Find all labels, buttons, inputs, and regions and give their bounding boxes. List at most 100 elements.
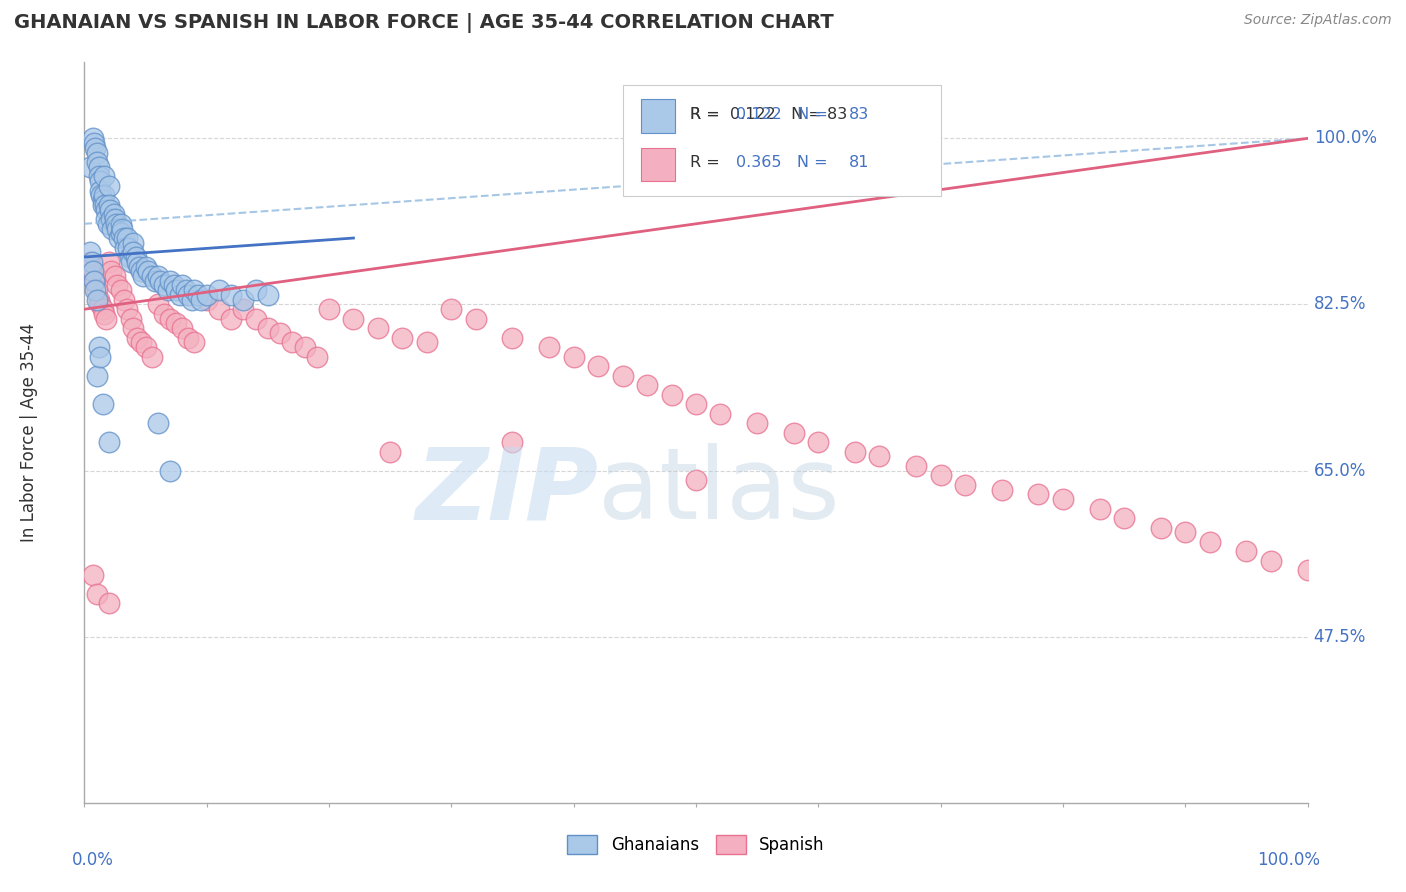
Point <box>90 188 112 202</box>
Point <box>91 302 114 317</box>
Text: 65.0%: 65.0% <box>1313 461 1367 480</box>
Point <box>79 254 101 268</box>
Point <box>391 331 413 345</box>
Point <box>117 240 139 254</box>
Point <box>416 335 439 350</box>
Point <box>195 293 218 307</box>
Point <box>1028 487 1050 501</box>
Point <box>177 288 200 302</box>
Point <box>1088 501 1111 516</box>
Point <box>86 283 108 297</box>
Point <box>89 184 111 198</box>
Point <box>125 331 148 345</box>
Point <box>120 254 142 268</box>
Point <box>83 274 105 288</box>
Point <box>84 283 107 297</box>
Point <box>190 293 212 307</box>
Point <box>84 141 107 155</box>
Text: 82.5%: 82.5% <box>1313 295 1367 313</box>
Bar <box>641 99 675 133</box>
Point <box>86 368 108 383</box>
Point <box>159 311 181 326</box>
Point <box>80 254 103 268</box>
Point <box>232 302 254 317</box>
Point <box>464 311 486 326</box>
Point <box>105 217 128 231</box>
Point <box>844 444 866 458</box>
Point <box>257 321 280 335</box>
Point <box>132 268 155 283</box>
Point <box>86 155 108 169</box>
Point <box>440 302 463 317</box>
Point <box>502 331 524 345</box>
Point <box>146 416 169 430</box>
Text: 83: 83 <box>849 107 869 122</box>
Point <box>783 425 806 440</box>
Point <box>245 311 267 326</box>
Point <box>1150 520 1173 534</box>
Point <box>183 335 205 350</box>
Point <box>257 288 280 302</box>
FancyBboxPatch shape <box>623 85 941 195</box>
Point <box>87 293 110 307</box>
Point <box>538 340 561 354</box>
Text: atlas: atlas <box>598 443 839 541</box>
Point <box>172 278 194 293</box>
Point <box>685 473 707 487</box>
Text: 0.122   N =: 0.122 N = <box>737 107 834 122</box>
Point <box>208 283 231 297</box>
Point <box>219 311 242 326</box>
Point <box>79 245 101 260</box>
Point <box>103 207 125 221</box>
Point <box>110 283 132 297</box>
Point <box>135 260 157 274</box>
Point <box>82 264 104 278</box>
Text: In Labor Force | Age 35-44: In Labor Force | Age 35-44 <box>20 323 38 542</box>
Bar <box>641 147 675 181</box>
Point <box>96 212 118 227</box>
Point <box>612 368 634 383</box>
Point <box>1198 534 1220 549</box>
Point <box>991 483 1014 497</box>
Point <box>115 302 138 317</box>
Point <box>143 274 166 288</box>
Point <box>156 283 179 297</box>
Point <box>112 231 135 245</box>
Point <box>86 293 108 307</box>
Point <box>953 478 976 492</box>
Legend: Ghanaians, Spanish: Ghanaians, Spanish <box>561 829 831 861</box>
Point <box>1114 511 1136 525</box>
Point <box>165 283 187 297</box>
Point <box>110 217 132 231</box>
Point <box>269 326 291 340</box>
Point <box>91 193 114 207</box>
Point <box>104 268 127 283</box>
Point <box>100 212 122 227</box>
Point <box>174 283 197 297</box>
Point <box>159 464 181 478</box>
Text: 0.365   N =: 0.365 N = <box>737 155 834 169</box>
Point <box>685 397 707 411</box>
Point <box>165 317 187 331</box>
Point <box>586 359 609 374</box>
Point <box>305 350 328 364</box>
Point <box>367 321 389 335</box>
Point <box>153 278 176 293</box>
Point <box>107 231 129 245</box>
Point <box>153 307 176 321</box>
Point <box>141 268 163 283</box>
Point <box>1174 525 1197 540</box>
Text: Source: ZipAtlas.com: Source: ZipAtlas.com <box>1244 13 1392 28</box>
Point <box>905 458 928 473</box>
Point <box>122 235 145 250</box>
Point <box>1236 544 1258 558</box>
Point <box>82 264 104 278</box>
Text: ZIP: ZIP <box>415 443 598 541</box>
Point <box>105 221 128 235</box>
Point <box>1296 563 1319 577</box>
Point <box>100 264 122 278</box>
Point <box>105 278 128 293</box>
Point <box>87 160 110 174</box>
Point <box>183 283 205 297</box>
Point <box>562 350 585 364</box>
